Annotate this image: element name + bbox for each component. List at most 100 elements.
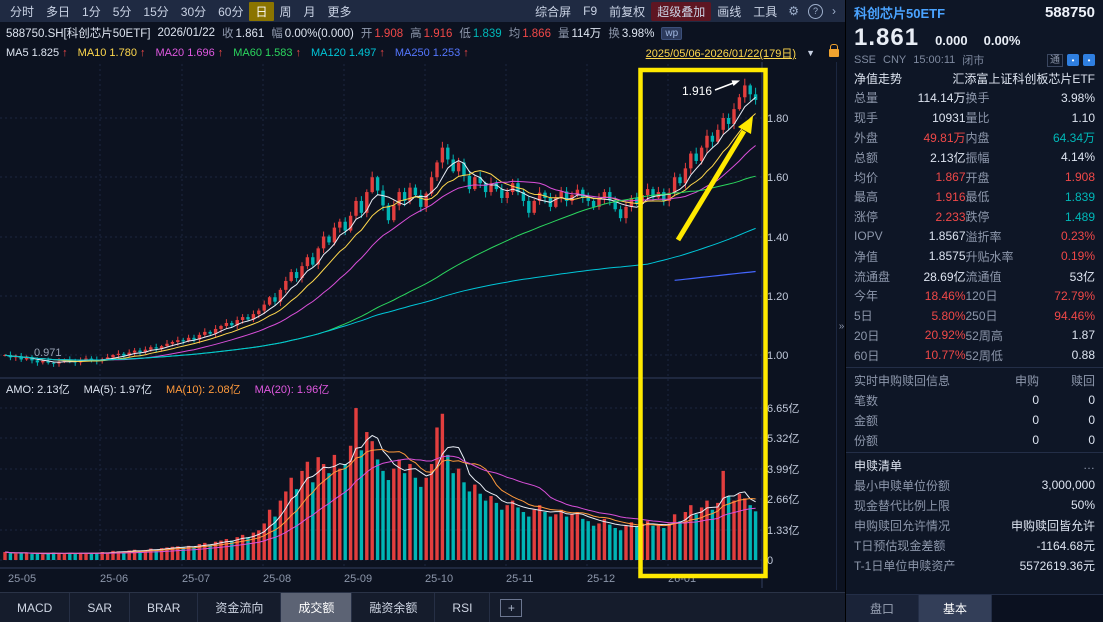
period-60min[interactable]: 60分 bbox=[218, 4, 244, 19]
stat-row: 净值 1.8575 升贴水率 0.19% bbox=[854, 249, 1095, 264]
svg-text:25-08: 25-08 bbox=[263, 573, 291, 585]
period-weekly[interactable]: 周 bbox=[279, 4, 292, 19]
ma60-value: MA60 1.583 ↑ bbox=[233, 47, 301, 59]
gear-icon[interactable]: ⚙ bbox=[788, 4, 799, 18]
cloud-icon[interactable]: • bbox=[1083, 54, 1095, 66]
tab-order-book[interactable]: 盘口 bbox=[846, 595, 919, 622]
stat-row: 最高 1.916 最低 1.839 bbox=[854, 189, 1095, 205]
svg-text:1.40: 1.40 bbox=[767, 232, 788, 244]
up-arrow-icon: ↑ bbox=[295, 47, 302, 59]
stat-row: 均价 1.867 开盘 1.908 bbox=[854, 170, 1095, 185]
help-icon[interactable]: ? bbox=[808, 3, 823, 19]
divider bbox=[846, 367, 1103, 369]
bell-icon[interactable]: • bbox=[1067, 54, 1079, 66]
stock-name: 科创芯片50ETF bbox=[854, 5, 946, 21]
tool-super-overlay[interactable]: 超级叠加 bbox=[651, 1, 712, 21]
stat-row: 今年 18.46% 120日 72.79% bbox=[854, 288, 1095, 304]
tab-turnover[interactable]: 成交额 bbox=[281, 593, 353, 622]
date-range-selector[interactable]: 2025/05/06-2026/01/22(179日) bbox=[645, 48, 797, 60]
tab-rsi[interactable]: RSI bbox=[435, 593, 491, 622]
price-change-pct: 0.00% bbox=[983, 33, 1021, 48]
amo-ma5-value: MA(5): 1.97亿 bbox=[83, 384, 153, 396]
stock-header: 科创芯片50ETF 588750 bbox=[846, 0, 1103, 24]
exchange-label: SSE bbox=[854, 54, 877, 66]
period-1min[interactable]: 1分 bbox=[82, 4, 101, 19]
period-duori[interactable]: 多日 bbox=[46, 4, 71, 19]
up-arrow-icon: ↑ bbox=[379, 47, 385, 59]
quote-high: 高 1.916 bbox=[410, 28, 453, 40]
tool-forward-adjust[interactable]: 前复权 bbox=[609, 4, 646, 19]
tab-sar[interactable]: SAR bbox=[70, 593, 131, 622]
panel-collapse-handle[interactable]: » bbox=[836, 62, 846, 590]
quote-panel: 科创芯片50ETF 588750 1.861 0.000 0.00% SSE C… bbox=[845, 0, 1103, 622]
subscribe-row: 笔数 0 0 bbox=[854, 393, 1095, 408]
period-5min[interactable]: 5分 bbox=[112, 4, 132, 19]
quote-close: 收 1.861 bbox=[222, 28, 265, 40]
tab-capital-flow[interactable]: 资金流向 bbox=[198, 593, 282, 622]
quote-avg: 均 1.866 bbox=[508, 28, 551, 40]
wp-badge[interactable]: wp bbox=[661, 26, 683, 40]
highlight-box bbox=[638, 67, 768, 579]
quote-open: 开 1.908 bbox=[360, 28, 404, 40]
chevron-right-icon[interactable]: › bbox=[832, 4, 836, 18]
quote-date: 2026/01/22 bbox=[157, 27, 216, 39]
period-more[interactable]: 更多 bbox=[327, 4, 352, 19]
list-row: 申购赎回允许情况 申购赎回皆允许 bbox=[854, 518, 1095, 533]
lock-icon[interactable] bbox=[829, 44, 839, 57]
svg-text:3.99亿: 3.99亿 bbox=[767, 463, 799, 476]
chevron-down-icon[interactable]: ▼ bbox=[806, 48, 815, 58]
tool-toolbox[interactable]: 工具 bbox=[753, 4, 778, 19]
ma5-value: MA5 1.825 ↑ bbox=[6, 47, 68, 59]
up-arrow-icon: ↑ bbox=[62, 47, 68, 59]
svg-text:1.20: 1.20 bbox=[767, 291, 788, 303]
svg-text:25-11: 25-11 bbox=[506, 573, 533, 585]
price-row: 1.861 0.000 0.00% bbox=[846, 24, 1103, 52]
add-indicator-icon[interactable]: + bbox=[500, 598, 523, 617]
svg-text:25-10: 25-10 bbox=[425, 573, 453, 585]
tab-macd[interactable]: MACD bbox=[0, 593, 71, 622]
stat-row: 5日 5.80% 250日 94.46% bbox=[854, 308, 1095, 324]
period-30min[interactable]: 30分 bbox=[180, 4, 207, 19]
divider bbox=[846, 452, 1103, 454]
main-chart[interactable]: 1.80 1.60 1.40 1.20 1.00 6.65亿 5.32亿 3.99亿 2.66亿… bbox=[0, 0, 845, 622]
tab-margin-balance[interactable]: 融资余额 bbox=[352, 593, 436, 622]
svg-text:1.916: 1.916 bbox=[682, 84, 712, 98]
period-daily[interactable]: 日 bbox=[249, 1, 274, 21]
svg-text:25-07: 25-07 bbox=[182, 573, 210, 585]
period-monthly[interactable]: 月 bbox=[303, 4, 316, 19]
price-change: 0.000 bbox=[935, 33, 968, 48]
symbol-label: 588750.SH[科创芯片50ETF] bbox=[6, 28, 151, 40]
period-toolbar: 分时 多日 1分 5分 15分 30分 60分 日 周 月 更多 综合屏 F9 … bbox=[0, 0, 845, 22]
ma20-value: MA20 1.696 ↑ bbox=[155, 47, 224, 59]
list-row: T-1日单位申赎资产 5572619.36元 bbox=[854, 558, 1095, 573]
ma-indicator-bar: MA5 1.825 ↑ MA10 1.780 ↑ MA20 1.696 ↑ MA60 1.58… bbox=[0, 44, 845, 62]
quote-time: 15:00:11 bbox=[913, 54, 956, 66]
more-icon[interactable]: … bbox=[1083, 458, 1095, 473]
period-fenshi[interactable]: 分时 bbox=[10, 4, 35, 19]
svg-text:25-06: 25-06 bbox=[100, 573, 128, 585]
market-status-row: SSE CNY 15:00:11 闭市 通 • • bbox=[846, 52, 1103, 68]
list-row: T日预估现金差额 -1164.68元 bbox=[854, 538, 1095, 553]
tool-draw-line[interactable]: 画线 bbox=[717, 4, 742, 19]
list-header: 申赎清单 … bbox=[854, 458, 1095, 473]
subscribe-row: 金额 0 0 bbox=[854, 413, 1095, 428]
tab-fundamentals[interactable]: 基本 bbox=[919, 595, 992, 622]
collapse-arrow-icon: » bbox=[838, 320, 845, 332]
up-arrow-icon: ↑ bbox=[217, 47, 224, 59]
period-15min[interactable]: 15分 bbox=[143, 4, 169, 19]
amo-value: AMO: 2.13亿 bbox=[6, 384, 70, 396]
nav-trend-link[interactable]: 净值走势 bbox=[854, 71, 903, 86]
panel-tab-bar: 盘口 基本 bbox=[846, 594, 1103, 622]
up-arrow-icon: ↑ bbox=[463, 47, 469, 59]
svg-text:6.65亿: 6.65亿 bbox=[767, 402, 799, 415]
stat-row: 现手 10931 量比 1.10 bbox=[854, 110, 1095, 126]
stat-row: 总量 114.14万 换手 3.98% bbox=[854, 90, 1095, 106]
svg-text:5.32亿: 5.32亿 bbox=[767, 432, 799, 445]
stat-row: 总额 2.13亿 振幅 4.14% bbox=[854, 150, 1095, 165]
tool-composite-screen[interactable]: 综合屏 bbox=[535, 4, 572, 19]
list-row: 最小申赎单位份额 3,000,000 bbox=[854, 478, 1095, 493]
tool-f9[interactable]: F9 bbox=[583, 4, 598, 18]
tab-brar[interactable]: BRAR bbox=[130, 593, 199, 622]
quote-low: 低 1.839 bbox=[459, 28, 502, 40]
